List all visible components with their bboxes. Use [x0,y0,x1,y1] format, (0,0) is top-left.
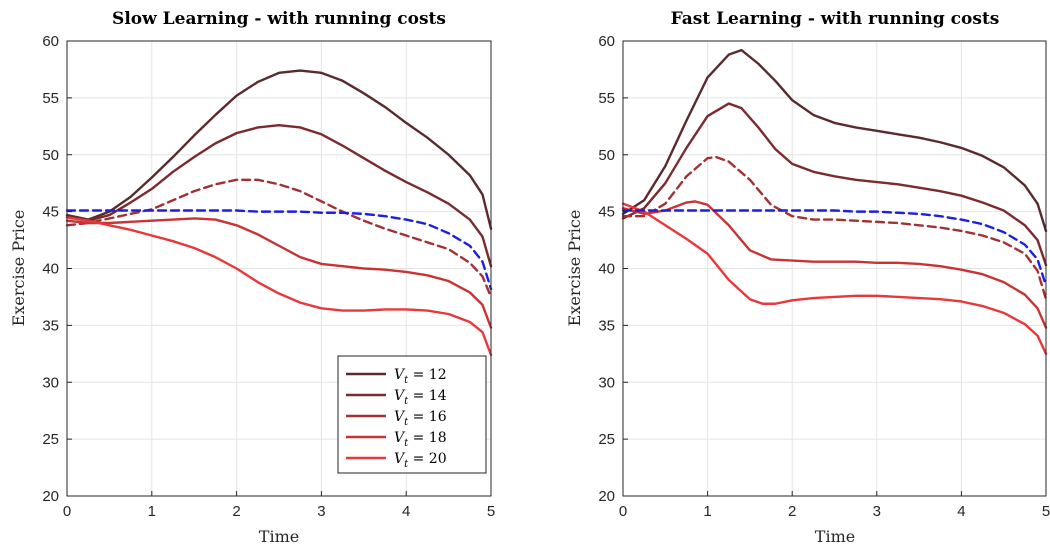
legend-sub: t [404,459,409,470]
legend-value: = 20 [408,451,446,467]
y-tick-label: 40 [42,261,59,278]
series-line-3 [621,155,1048,301]
series-line-5 [65,216,493,357]
x-tick-label: 5 [487,503,495,520]
series-line-6 [65,209,493,291]
legend-value: = 12 [408,367,446,383]
legend-value: = 14 [408,388,447,404]
y-tick-label: 20 [42,488,59,505]
x-tick-label: 3 [873,503,881,520]
x-tick-label: 0 [63,503,71,520]
series-line-1 [65,69,493,230]
y-tick-label: 25 [42,431,59,448]
series-line-6 [621,209,1048,287]
legend-entry: Vt = 14 [394,388,447,407]
y-tick-label: 20 [598,488,615,505]
x-tick-label: 4 [402,503,410,520]
legend-sub: t [404,417,409,428]
x-tick-label: 1 [148,503,156,520]
series-line-5 [621,202,1048,356]
y-tick-labels: 20 25 30 35 40 45 50 55 60 [42,33,72,505]
series-line-2 [621,102,1048,267]
x-tick-labels: 0 1 2 3 4 5 [63,491,495,520]
series-group [621,48,1048,356]
legend-var: V [394,388,406,404]
legend-entry: Vt = 12 [394,367,447,386]
series-line-2 [65,123,493,268]
series-line-4 [65,217,493,329]
legend-var: V [394,409,406,425]
y-tick-label: 45 [42,204,59,221]
x-tick-label: 5 [1042,503,1050,520]
y-tick-label: 35 [42,317,59,334]
legend-value: = 18 [408,430,446,446]
y-tick-label: 55 [598,90,615,107]
chart-title: Fast Learning - with running costs [671,9,1000,29]
x-axis-label: Time [815,527,855,546]
x-tick-label: 0 [619,503,627,520]
x-tick-label: 1 [703,503,711,520]
series-group [65,69,493,357]
legend-entry: Vt = 20 [394,451,447,470]
y-tick-label: 50 [42,147,59,164]
chart-title: Slow Learning - with running costs [112,9,446,29]
legend-box [337,355,487,474]
y-axis-label: Exercise Price [9,210,28,327]
x-tick-label: 3 [317,503,325,520]
series-line-1 [621,48,1048,233]
y-tick-label: 45 [598,204,615,221]
y-tick-label: 50 [598,147,615,164]
x-tick-labels: 0 1 2 3 4 5 [619,491,1050,520]
legend-var: V [394,451,406,467]
x-tick-label: 4 [957,503,965,520]
y-tick-label: 35 [598,317,615,334]
y-tick-label: 30 [598,374,615,391]
y-tick-label: 40 [598,261,615,278]
slow-learning-chart: Slow Learning - with running costs 0 1 2 3 4… [9,9,495,546]
legend-sub: t [404,396,409,407]
y-tick-label: 25 [598,431,615,448]
y-tick-label: 55 [42,90,59,107]
series-line-3 [65,178,493,299]
legend-var: V [394,430,406,446]
y-axis-label: Exercise Price [565,210,584,327]
fast-learning-chart: Fast Learning - with running costs 0 1 2 3 4… [565,9,1050,546]
legend-entry: Vt = 16 [394,409,447,428]
y-tick-label: 60 [598,33,615,50]
x-tick-label: 2 [232,503,240,520]
legend-var: V [394,367,406,383]
x-axis-label: Time [259,527,299,546]
legend-entry: Vt = 18 [394,430,447,449]
series-line-4 [621,200,1048,329]
y-tick-label: 30 [42,374,59,391]
y-tick-label: 60 [42,33,59,50]
y-tick-labels: 20 25 30 35 40 45 50 55 60 [598,33,628,505]
x-tick-label: 2 [788,503,796,520]
grid [622,40,1047,497]
legend-value: = 16 [408,409,447,425]
legend-sub: t [404,438,409,449]
legend-sub: t [404,375,409,386]
